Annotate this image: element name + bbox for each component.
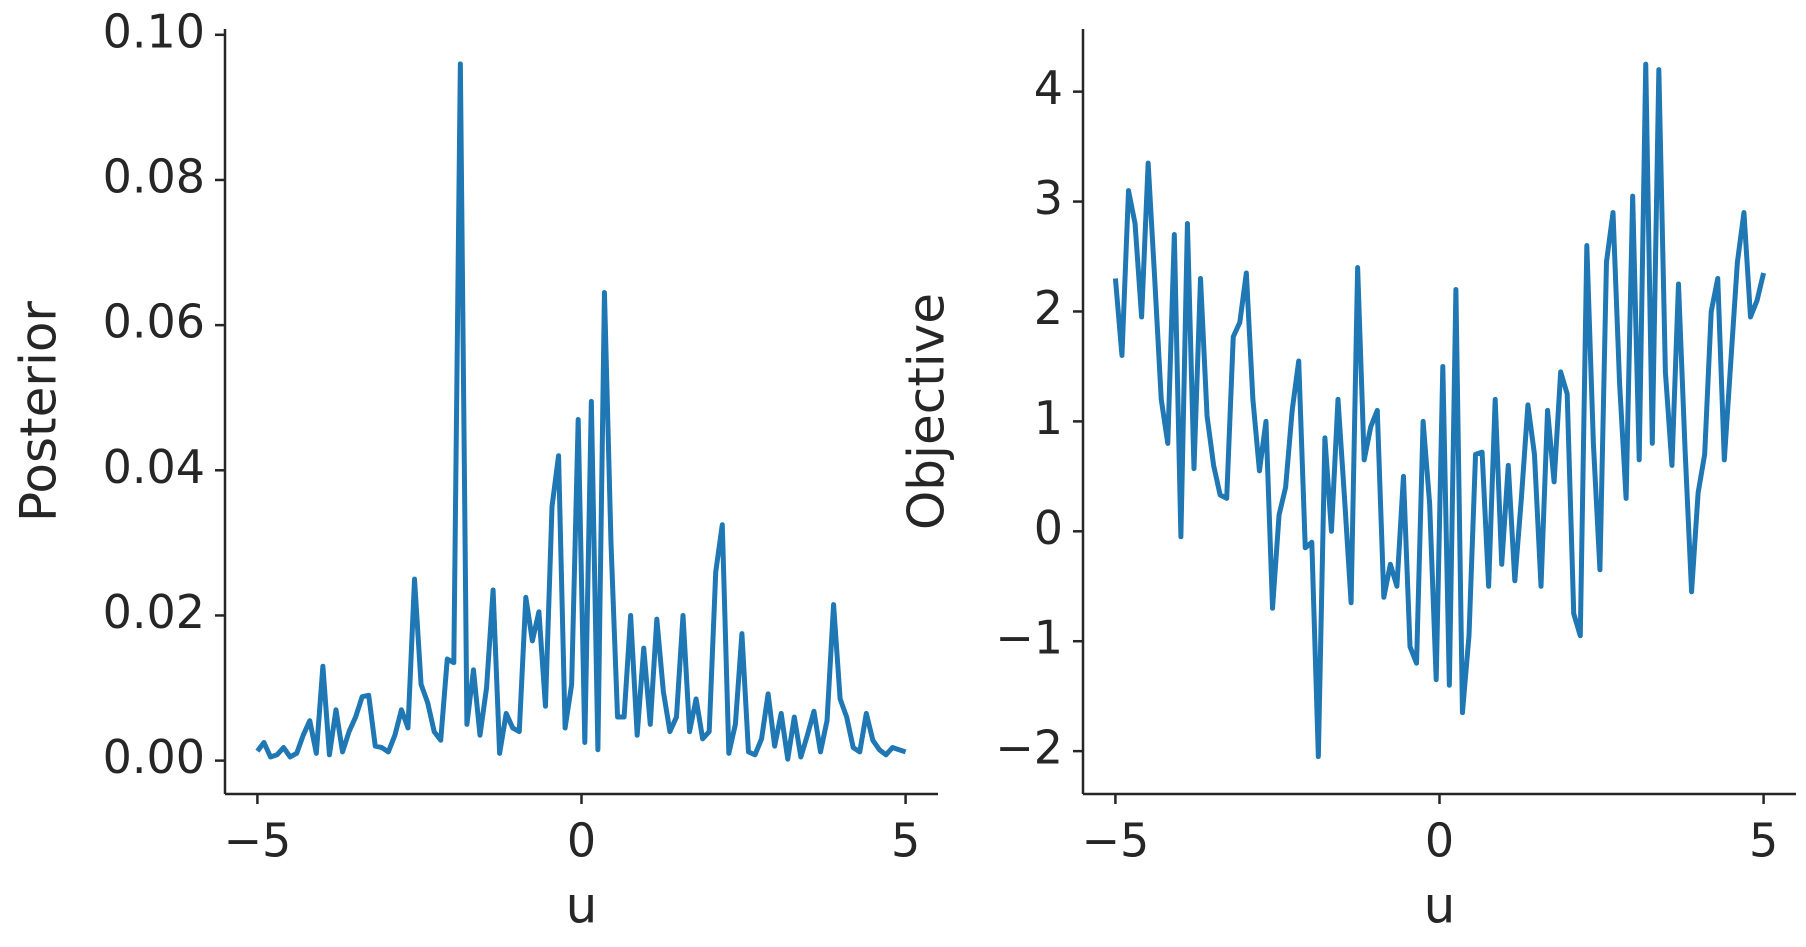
- y-tick-label: 0.00: [103, 730, 205, 784]
- x-axis-label: u: [1424, 877, 1456, 935]
- y-tick-label: 0.10: [103, 4, 205, 58]
- y-tick-label: 4: [1034, 61, 1063, 115]
- x-tick-label: 0: [1425, 814, 1454, 868]
- y-tick-label: 2: [1034, 281, 1063, 335]
- y-tick-label: 0.06: [103, 295, 205, 349]
- y-tick-label: 1: [1034, 391, 1063, 445]
- y-axis-label: Objective: [898, 293, 956, 530]
- x-tick-label: −5: [1082, 814, 1150, 868]
- y-tick-label: −1: [995, 611, 1063, 665]
- x-tick-label: 5: [1749, 814, 1778, 868]
- x-tick-label: 0: [567, 814, 596, 868]
- data-line: [255, 61, 907, 762]
- y-axis-label: Posterior: [10, 301, 68, 522]
- x-tick-label: 5: [891, 814, 920, 868]
- y-tick-label: 0: [1034, 501, 1063, 555]
- y-tick-label: 0.08: [103, 149, 205, 203]
- y-tick-label: 0.02: [103, 585, 205, 639]
- x-tick-label: −5: [224, 814, 292, 868]
- y-tick-label: 3: [1034, 171, 1063, 225]
- y-tick-label: −2: [995, 721, 1063, 775]
- y-tick-label: 0.04: [103, 440, 205, 494]
- data-line: [1112, 61, 1767, 760]
- x-axis-label: u: [566, 877, 598, 935]
